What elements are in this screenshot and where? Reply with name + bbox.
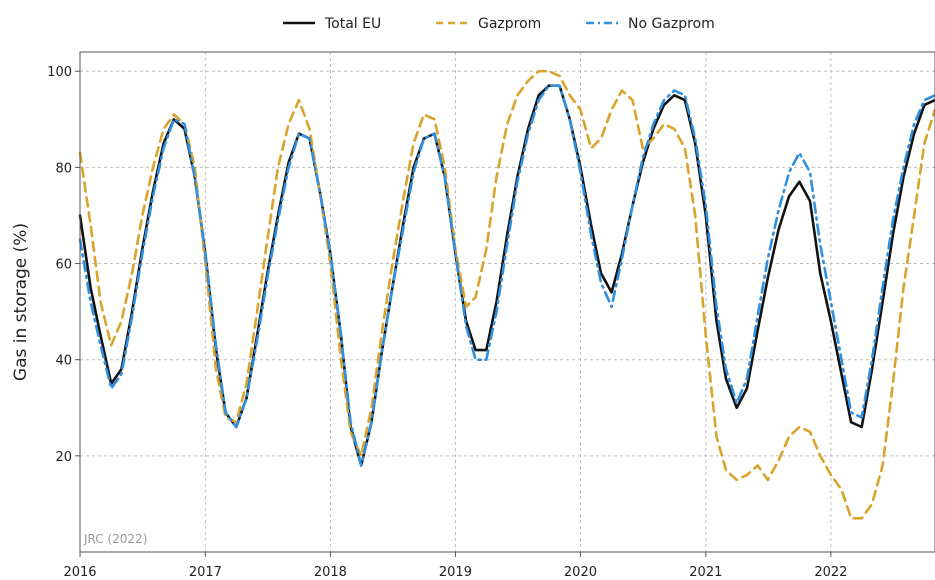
legend-label-total-eu: Total EU: [324, 16, 381, 32]
y-tick-label: 40: [55, 354, 72, 369]
y-tick-label: 60: [55, 258, 72, 273]
axes: 20 40 60 80 100 2016 2017 2018 2019 2020 2021 2022: [47, 65, 847, 580]
x-tick-label: 2022: [814, 565, 847, 580]
x-tick-label: 2021: [689, 565, 722, 580]
y-tick-label: 20: [55, 450, 72, 465]
x-tick-label: 2016: [63, 565, 96, 580]
series-lines: [78, 69, 935, 520]
y-axis-label: Gas in storage (%): [11, 223, 31, 381]
watermark-annotation: JRC (2022): [83, 532, 147, 546]
plot-frame: [79, 51, 935, 553]
legend: Total EU Gazprom No Gazprom: [283, 16, 715, 32]
x-tick-label: 2018: [314, 565, 347, 580]
x-tick-label: 2020: [564, 565, 597, 580]
legend-label-gazprom: Gazprom: [478, 16, 541, 32]
series-line-gazprom: [78, 69, 935, 520]
series-line-no-gazprom: [78, 84, 935, 467]
y-tick-label: 100: [47, 65, 72, 80]
y-tick-label: 80: [55, 161, 72, 176]
legend-label-no-gazprom: No Gazprom: [628, 16, 715, 32]
x-tick-label: 2019: [439, 565, 472, 580]
x-tick-label: 2017: [189, 565, 222, 580]
